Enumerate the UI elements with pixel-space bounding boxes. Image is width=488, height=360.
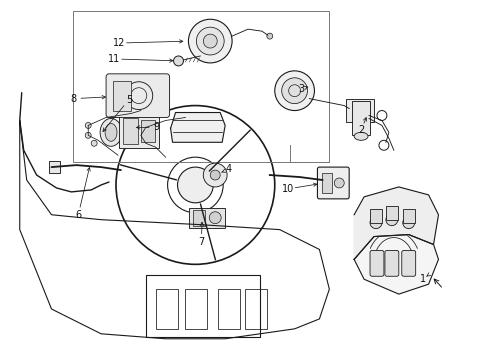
- Ellipse shape: [100, 118, 122, 146]
- Polygon shape: [353, 235, 438, 294]
- Bar: [193, 210, 205, 226]
- FancyBboxPatch shape: [384, 251, 398, 276]
- Circle shape: [369, 217, 381, 229]
- Circle shape: [274, 71, 314, 111]
- Text: 3: 3: [298, 84, 304, 94]
- Circle shape: [385, 214, 397, 226]
- Text: 10: 10: [281, 184, 293, 194]
- Text: 4: 4: [225, 164, 232, 174]
- Polygon shape: [353, 187, 438, 260]
- Circle shape: [196, 27, 224, 55]
- Circle shape: [91, 140, 97, 146]
- Bar: [402, 209, 414, 223]
- FancyBboxPatch shape: [401, 251, 415, 276]
- Text: 9: 9: [153, 122, 160, 132]
- Bar: [322, 173, 332, 193]
- Text: 2: 2: [357, 125, 364, 135]
- Circle shape: [334, 178, 344, 188]
- Bar: [113, 81, 131, 111]
- Text: 1: 1: [419, 274, 425, 284]
- Circle shape: [85, 132, 91, 138]
- Circle shape: [281, 78, 307, 104]
- Circle shape: [85, 122, 91, 129]
- Text: 11: 11: [108, 54, 120, 64]
- Text: 5: 5: [125, 95, 132, 105]
- Circle shape: [209, 212, 221, 224]
- Circle shape: [173, 56, 183, 66]
- Ellipse shape: [353, 132, 367, 140]
- FancyBboxPatch shape: [369, 251, 383, 276]
- Bar: [145, 275, 259, 337]
- Bar: [189, 208, 224, 228]
- Circle shape: [402, 217, 414, 229]
- Text: 6: 6: [75, 210, 81, 220]
- Bar: [122, 118, 138, 144]
- Bar: [155, 289, 177, 329]
- Bar: [369, 209, 381, 223]
- Bar: [385, 206, 397, 220]
- Bar: [218, 289, 240, 329]
- FancyBboxPatch shape: [317, 167, 348, 199]
- Text: 7: 7: [198, 237, 204, 247]
- FancyBboxPatch shape: [106, 74, 169, 117]
- Bar: [119, 114, 158, 148]
- Circle shape: [203, 163, 226, 187]
- Circle shape: [203, 34, 217, 48]
- Bar: [185, 289, 207, 329]
- Circle shape: [210, 170, 220, 180]
- Bar: [48, 161, 61, 173]
- Bar: [346, 99, 373, 122]
- Text: 8: 8: [70, 94, 76, 104]
- Circle shape: [266, 33, 272, 39]
- Circle shape: [177, 167, 213, 203]
- Circle shape: [188, 19, 232, 63]
- Ellipse shape: [105, 123, 117, 141]
- Bar: [244, 289, 266, 329]
- Polygon shape: [170, 113, 224, 142]
- Bar: [141, 121, 154, 142]
- Text: 12: 12: [113, 38, 125, 48]
- Bar: [351, 100, 369, 135]
- Bar: [73, 11, 328, 162]
